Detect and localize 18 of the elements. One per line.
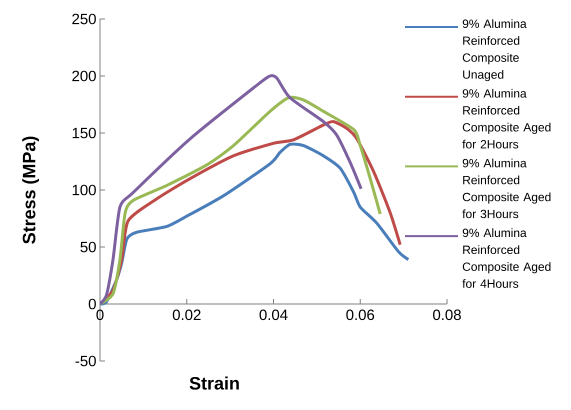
x-tick-label: 0.02 [172,310,201,320]
x-tick-label: 0.08 [433,310,461,320]
y-axis-title: Stress (MPa) [22,136,39,244]
y-tick-label: 0 [88,298,96,310]
x-tick-label: 0 [96,310,104,320]
legend-label: 9% Alumina Reinforced Composite Unaged [462,19,527,82]
x-tick-label: 0.06 [346,310,374,320]
y-tick-label: -50 [76,356,96,366]
x-axis-title: Strain [190,376,239,390]
legend-label: 9% Alumina Reinforced Composite Aged for 2Hours [462,88,550,148]
y-tick-label: 100 [72,184,96,196]
y-tick-label: 150 [72,128,96,138]
y-tick-label: 50 [80,242,96,252]
y-tick-label: 200 [72,70,96,82]
x-tick-label: 0.04 [260,310,288,320]
y-tick-label: 250 [72,14,96,24]
legend-label: 9% Alumina Reinforced Composite Aged for 3Hours [462,158,550,218]
legend-label: 9% Alumina Reinforced Composite Aged for 4Hours [462,228,550,288]
